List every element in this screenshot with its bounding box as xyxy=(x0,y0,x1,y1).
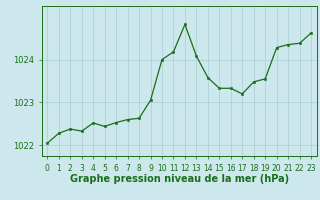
X-axis label: Graphe pression niveau de la mer (hPa): Graphe pression niveau de la mer (hPa) xyxy=(70,174,289,184)
